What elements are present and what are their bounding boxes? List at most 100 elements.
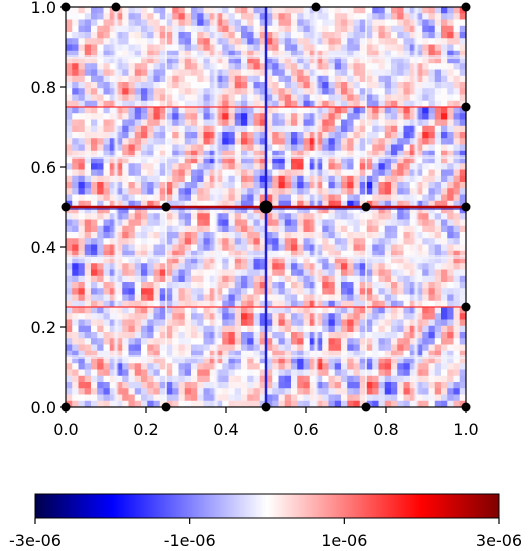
heatmap-cell (334, 7, 342, 14)
heatmap-cell (284, 238, 292, 245)
heatmap-cell (216, 188, 223, 195)
heatmap-cell (253, 338, 261, 345)
heatmap-cell (341, 69, 348, 77)
heatmap-cell (197, 194, 204, 202)
heatmap-cell (441, 75, 448, 83)
heatmap-cell (447, 313, 454, 320)
heatmap-cell (116, 69, 123, 77)
heatmap-cell (272, 200, 279, 208)
heatmap-cell (128, 200, 136, 208)
heatmap-cell (378, 44, 386, 52)
heatmap-cell (259, 257, 267, 264)
heatmap-cell (453, 338, 461, 345)
heatmap-cell (184, 375, 192, 383)
heatmap-cell (428, 88, 436, 95)
heatmap-cell (272, 150, 279, 158)
heatmap-cell (316, 138, 323, 145)
heatmap-cell (72, 232, 79, 239)
heatmap-cell (197, 219, 204, 227)
heatmap-cell (84, 225, 92, 233)
heatmap-cell (372, 125, 379, 133)
heatmap-cell (203, 388, 211, 395)
heatmap-cell (91, 100, 98, 108)
heatmap-cell (441, 188, 448, 195)
heatmap-cell (272, 269, 279, 277)
heatmap-cell (203, 269, 211, 277)
heatmap-cell (328, 250, 336, 258)
heatmap-cell (84, 32, 92, 39)
heatmap-cell (272, 350, 279, 358)
heatmap-cell (228, 257, 236, 264)
heatmap-cell (84, 350, 92, 358)
heatmap-cell (91, 319, 98, 327)
heatmap-cell (97, 125, 104, 133)
heatmap-cell (347, 75, 354, 83)
heatmap-cell (347, 375, 354, 383)
heatmap-cell (328, 269, 336, 277)
heatmap-cell (266, 63, 273, 70)
heatmap-cell (266, 250, 273, 258)
heatmap-cell (403, 188, 411, 195)
heatmap-cell (153, 219, 161, 227)
heatmap-cell (316, 244, 323, 252)
heatmap-cell (234, 88, 242, 95)
heatmap-cell (253, 119, 261, 127)
heatmap-cell (272, 294, 279, 302)
heatmap-cell (147, 300, 154, 308)
heatmap-cell (316, 269, 323, 277)
heatmap-cell (378, 275, 386, 283)
heatmap-cell (78, 369, 86, 377)
heatmap-cell (166, 169, 173, 177)
heatmap-cell (116, 338, 123, 345)
heatmap-cell (366, 19, 373, 27)
heatmap-cell (366, 207, 373, 214)
heatmap-cell (197, 319, 204, 327)
heatmap-cell (322, 332, 329, 339)
heatmap-cell (78, 138, 86, 145)
heatmap-cell (322, 125, 329, 133)
heatmap-cell (72, 250, 79, 258)
heatmap-cell (147, 107, 154, 114)
heatmap-cell (228, 357, 236, 364)
heatmap-cell (259, 7, 267, 14)
heatmap-cell (284, 194, 292, 202)
heatmap-cell (459, 344, 466, 352)
heatmap-cell (159, 144, 167, 152)
heatmap-cell (316, 338, 323, 345)
heatmap-cell (366, 7, 373, 14)
heatmap-cell (328, 100, 336, 108)
heatmap-cell (428, 344, 436, 352)
heatmap-cell (441, 25, 448, 33)
heatmap-cell (422, 100, 429, 108)
heatmap-cell (328, 150, 336, 158)
heatmap-cell (297, 400, 304, 407)
heatmap-cell (91, 188, 98, 195)
heatmap-cell (291, 307, 298, 314)
heatmap-cell (97, 107, 104, 114)
heatmap-cell (97, 182, 104, 189)
heatmap-cell (241, 375, 248, 383)
heatmap-cell (441, 107, 448, 114)
heatmap-cell (141, 138, 148, 145)
heatmap-cell (328, 319, 336, 327)
heatmap-cell (103, 257, 111, 264)
heatmap-cell (241, 288, 248, 295)
heatmap-cell (197, 257, 204, 264)
heatmap-cell (228, 57, 236, 64)
heatmap-cell (197, 69, 204, 77)
heatmap-cell (334, 57, 342, 64)
heatmap-cell (359, 138, 367, 145)
heatmap-cell (459, 13, 466, 20)
heatmap-cell (222, 363, 229, 370)
heatmap-cell (328, 219, 336, 227)
heatmap-cell (441, 400, 448, 407)
heatmap-cell (372, 169, 379, 177)
heatmap-cell (303, 332, 311, 339)
heatmap-cell (78, 25, 86, 33)
heatmap-cell (134, 232, 142, 239)
heatmap-cell (334, 319, 342, 327)
heatmap-cell (416, 200, 423, 208)
heatmap-cell (72, 63, 79, 70)
heatmap-cell (247, 25, 254, 33)
heatmap-cell (422, 132, 429, 139)
